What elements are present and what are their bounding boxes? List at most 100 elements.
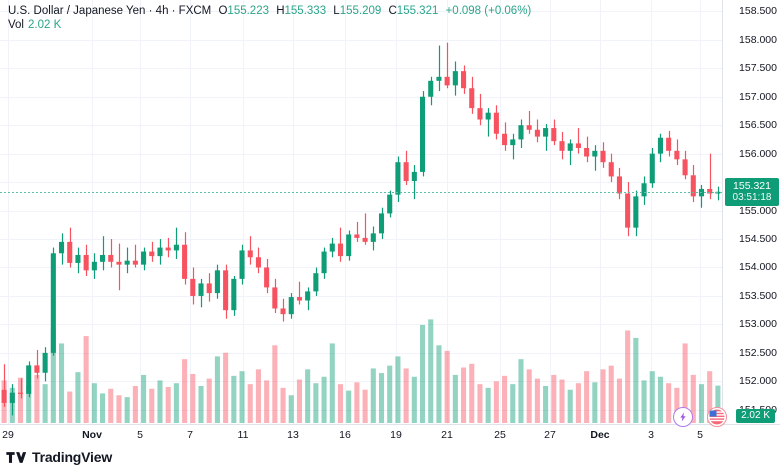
candle-body <box>690 175 696 197</box>
high-key: H <box>276 5 285 17</box>
volume-bar <box>534 378 540 423</box>
candle-body <box>182 244 188 279</box>
chart-legend: U.S. Dollar / Japanese Yen · 4h · FXCM O… <box>8 4 531 32</box>
symbol-title[interactable]: U.S. Dollar / Japanese Yen · 4h · FXCM <box>8 5 212 17</box>
candle-body <box>387 194 393 214</box>
volume-bar <box>575 383 581 423</box>
volume-bar <box>592 382 598 423</box>
price-axis-label: 156.000 <box>739 147 777 160</box>
us-flag-icon[interactable] <box>707 407 727 427</box>
candle-body <box>411 171 417 181</box>
flag-glyph <box>709 409 725 425</box>
candle-body <box>436 76 442 81</box>
lightning-bolt-icon[interactable] <box>673 407 693 427</box>
current-price-badge[interactable]: 155.321 03:51:18 <box>725 178 779 207</box>
volume-bar <box>387 365 393 423</box>
candle-body <box>493 112 499 134</box>
candle-body <box>633 196 639 228</box>
volume-bar <box>141 374 147 423</box>
candle-body <box>42 352 48 373</box>
candle-body <box>592 150 598 157</box>
time-axis-label: 11 <box>237 429 249 441</box>
candle-body <box>223 270 229 311</box>
volume-bar <box>551 374 557 423</box>
candle-body <box>313 273 319 292</box>
candle-body <box>26 365 32 394</box>
volume-bar <box>633 337 639 423</box>
tradingview-logo[interactable]: TradingView <box>6 449 112 465</box>
candle-body <box>9 392 15 403</box>
chart-plot-area[interactable] <box>0 0 722 424</box>
time-axis-label: 29 <box>2 429 14 441</box>
volume-bar <box>674 387 680 423</box>
price-axis-label: 152.500 <box>739 346 777 359</box>
volume-bar <box>157 380 163 423</box>
volume-bar <box>313 383 319 423</box>
candle-body <box>75 254 81 263</box>
volume-bar <box>370 368 376 423</box>
candle-body <box>198 283 204 296</box>
candle-body <box>518 125 524 140</box>
time-axis-label: 27 <box>544 429 556 441</box>
candle-body <box>707 188 713 194</box>
time-axis-label: Dec <box>590 429 610 441</box>
candle-body <box>346 234 352 257</box>
price-axis-label: 158.500 <box>739 5 777 18</box>
candle-body <box>141 251 147 265</box>
volume-bar <box>657 376 664 423</box>
candle-body <box>559 141 565 151</box>
candle-body <box>214 270 220 294</box>
candle-body <box>124 260 130 265</box>
candle-body <box>666 137 672 151</box>
volume-bar <box>600 369 606 423</box>
candle-body <box>280 308 286 315</box>
volume-bar <box>108 388 114 423</box>
volume-bar <box>239 371 245 423</box>
volume-bar <box>337 384 344 423</box>
volume-bar <box>362 389 368 423</box>
candle-body <box>165 247 171 251</box>
price-axis[interactable]: 158.500 158.000 157.500 157.000 156.500 156.0… <box>722 0 780 424</box>
candle-body <box>485 112 491 120</box>
high-value: 155.333 <box>284 5 327 17</box>
price-axis-label: 152.000 <box>739 375 777 388</box>
price-axis-label: 154.500 <box>739 233 777 246</box>
volume-bar <box>149 388 155 423</box>
low-key: L <box>333 5 340 17</box>
volume-bar <box>34 374 40 423</box>
volume-bar <box>567 389 573 423</box>
volume-bar <box>641 380 647 423</box>
candle-body <box>657 137 664 154</box>
close-value: 155.321 <box>396 5 439 17</box>
candle-body <box>608 162 614 177</box>
candle-body <box>247 250 253 258</box>
volume-bar <box>428 319 434 423</box>
candle-body <box>206 283 212 294</box>
volume-bar <box>715 385 721 423</box>
candle-body <box>641 183 647 197</box>
candlestick-series <box>0 42 722 423</box>
candle-body <box>100 254 106 262</box>
volume-bar <box>223 352 229 423</box>
time-axis[interactable]: 29 Nov 5 7 11 13 16 19 21 25 27 Dec 3 5 <box>0 424 780 447</box>
volume-bar <box>124 397 130 423</box>
candle-body <box>534 129 540 137</box>
candle-body <box>83 254 89 271</box>
candle-body <box>616 176 622 194</box>
volume-badge[interactable]: 2.02 K <box>736 409 775 423</box>
candle-body <box>510 139 516 146</box>
volume-bar <box>321 376 327 423</box>
volume-bar <box>493 381 499 423</box>
candle-body <box>67 241 73 263</box>
candle-body <box>116 261 122 265</box>
volume-bar <box>707 371 713 423</box>
candle-body <box>682 159 688 176</box>
volume-bar <box>116 395 122 423</box>
volume-bar <box>255 369 261 423</box>
volume-bar <box>173 383 179 423</box>
candle-body <box>264 267 270 288</box>
volume-bar <box>58 343 65 423</box>
bolt-glyph <box>680 412 686 422</box>
candle-body <box>305 291 311 301</box>
volume-label: Vol <box>8 19 24 31</box>
